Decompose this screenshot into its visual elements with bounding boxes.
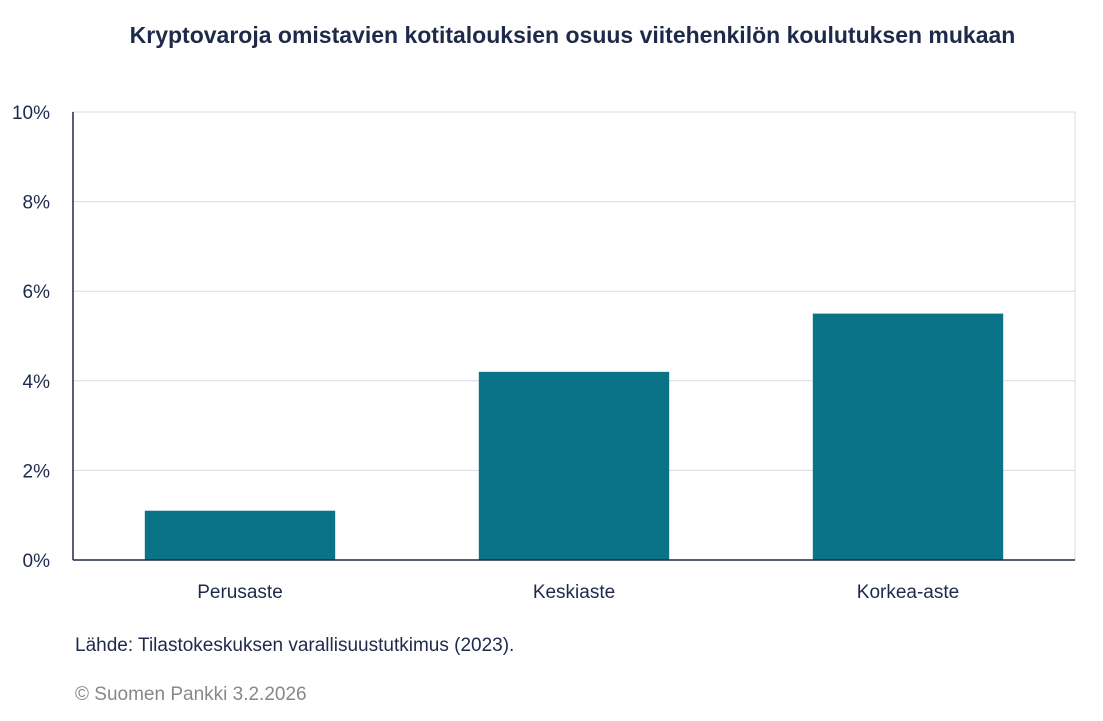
source-note: Lähde: Tilastokeskuksen varallisuustutki… [75, 635, 515, 656]
bar [144, 510, 336, 560]
x-tick-label: Perusaste [197, 582, 283, 603]
y-tick-label: 2% [23, 461, 51, 482]
bar [478, 371, 670, 560]
y-tick-label: 0% [23, 551, 51, 572]
copyright: © Suomen Pankki 3.2.2026 [75, 684, 307, 705]
x-tick-label: Keskiaste [533, 582, 615, 603]
y-tick-label: 4% [23, 372, 51, 393]
y-tick-label: 10% [12, 103, 50, 124]
y-tick-label: 6% [23, 282, 51, 303]
x-tick-label: Korkea-aste [857, 582, 959, 603]
chart-title: Kryptovaroja omistavien kotitalouksien o… [129, 22, 1016, 48]
bar [812, 313, 1004, 560]
y-tick-label: 8% [23, 193, 51, 214]
